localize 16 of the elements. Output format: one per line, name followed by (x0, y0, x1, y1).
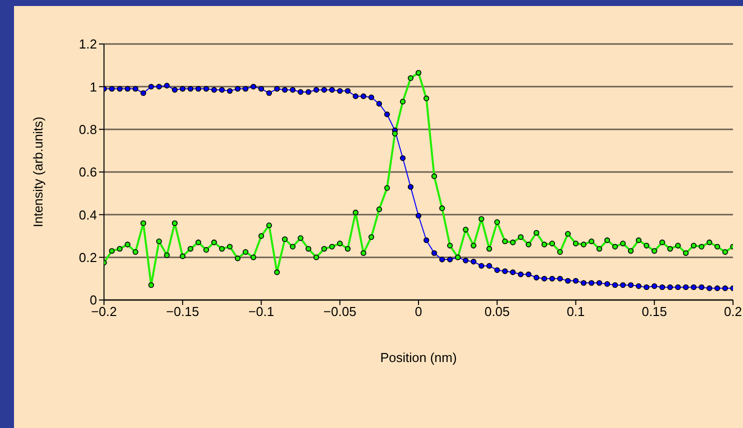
x-tick-label: 0.15 (642, 304, 668, 320)
x-tick-label: −0.1 (248, 304, 274, 320)
x-tick-label: 0.2 (724, 304, 742, 320)
y-tick-label: 1 (90, 79, 97, 94)
y-tick-label: 0.6 (78, 164, 97, 180)
x-tick-label: −0.15 (166, 304, 200, 320)
y-tick-label: 0.4 (78, 207, 97, 222)
x-tick-label: 0 (414, 304, 422, 320)
y-tick-label: 0.8 (78, 122, 97, 137)
y-tick-label: 1.2 (78, 36, 97, 52)
x-tick-label: 0.1 (566, 304, 585, 320)
y-tick-label: 0.2 (78, 250, 97, 265)
x-tick-label: 0.05 (484, 304, 510, 320)
x-axis-title: Position (nm) (380, 350, 457, 365)
y-axis-title: Intensity (arb.units) (30, 116, 46, 228)
x-tick-label: −0.05 (323, 304, 356, 320)
